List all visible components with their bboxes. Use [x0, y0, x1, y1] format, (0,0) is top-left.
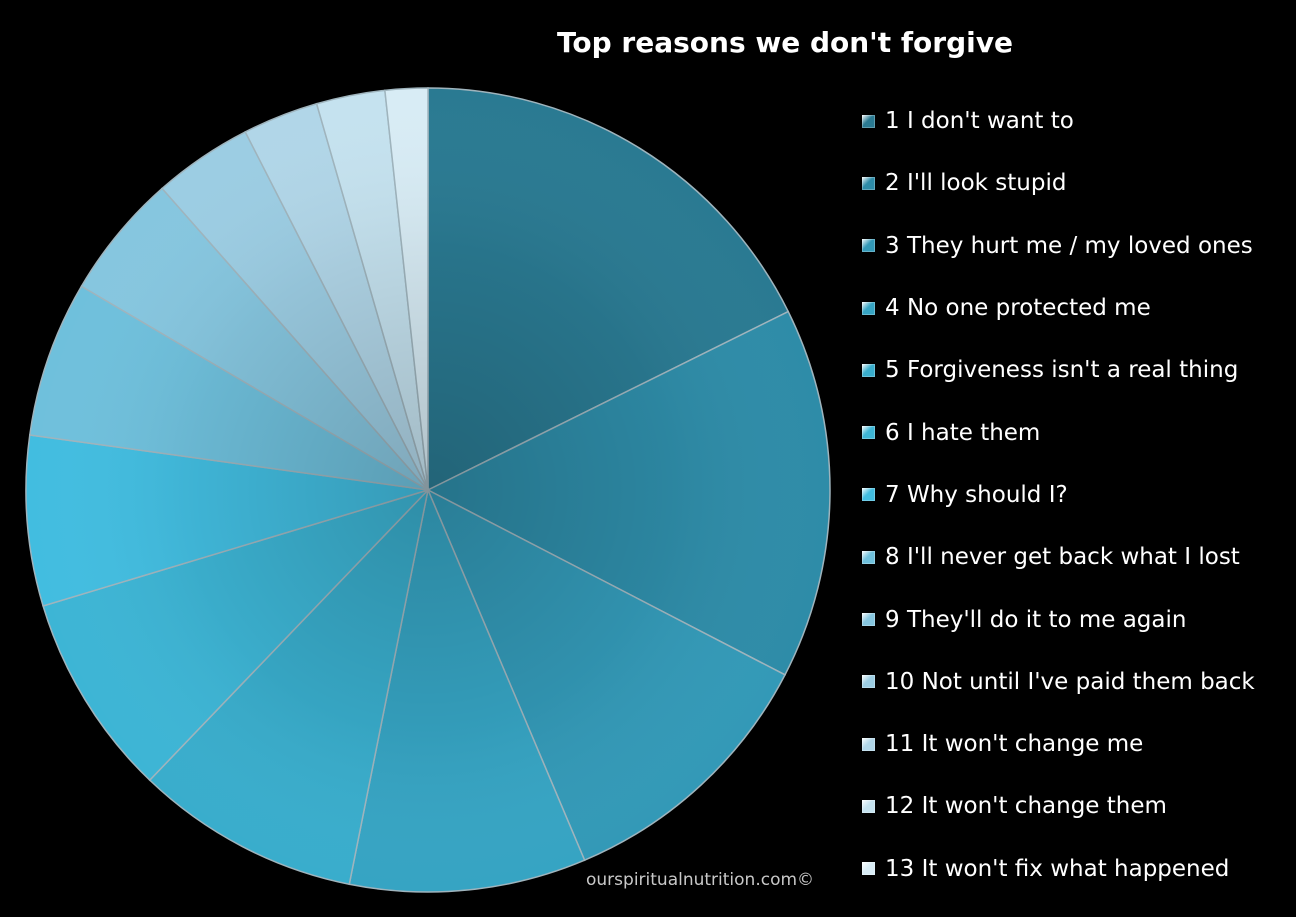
- legend-label: 8 I'll never get back what I lost: [885, 544, 1240, 571]
- legend-label: 12 It won't change them: [885, 793, 1167, 820]
- legend-item: 6 I hate them: [862, 401, 1292, 463]
- legend-swatch: [862, 363, 875, 377]
- legend-item: 5 Forgiveness isn't a real thing: [862, 339, 1292, 401]
- legend-item: 2 I'll look stupid: [862, 152, 1292, 214]
- legend-swatch: [862, 799, 875, 813]
- legend-item: 10 Not until I've paid them back: [862, 651, 1292, 713]
- legend-label: 2 I'll look stupid: [885, 170, 1067, 197]
- legend-label: 1 I don't want to: [885, 108, 1074, 135]
- legend-label: 9 They'll do it to me again: [885, 606, 1187, 633]
- legend-swatch: [862, 675, 875, 689]
- legend-label: 3 They hurt me / my loved ones: [885, 232, 1253, 259]
- legend-swatch: [862, 301, 875, 315]
- legend-label: 6 I hate them: [885, 419, 1041, 446]
- legend-item: 11 It won't change me: [862, 713, 1292, 775]
- legend-label: 11 It won't change me: [885, 731, 1144, 758]
- legend-label: 7 Why should I?: [885, 481, 1068, 508]
- legend-swatch: [862, 426, 875, 440]
- legend-item: 13 It won't fix what happened: [862, 838, 1292, 900]
- legend-item: 4 No one protected me: [862, 277, 1292, 339]
- chart-legend: 1 I don't want to 2 I'll look stupid 3 The…: [862, 90, 1292, 900]
- legend-label: 13 It won't fix what happened: [885, 855, 1230, 882]
- legend-swatch: [862, 613, 875, 627]
- legend-swatch: [862, 737, 875, 751]
- legend-item: 1 I don't want to: [862, 90, 1292, 152]
- legend-swatch: [862, 176, 875, 190]
- legend-item: 3 They hurt me / my loved ones: [862, 215, 1292, 277]
- legend-swatch: [862, 114, 875, 128]
- legend-item: 7 Why should I?: [862, 464, 1292, 526]
- legend-swatch: [862, 862, 875, 876]
- legend-item: 8 I'll never get back what I lost: [862, 526, 1292, 588]
- legend-swatch: [862, 488, 875, 502]
- footer-credit: ourspiritualnutrition.com©: [586, 870, 815, 890]
- legend-item: 12 It won't change them: [862, 775, 1292, 837]
- legend-swatch: [862, 239, 875, 253]
- legend-label: 4 No one protected me: [885, 295, 1151, 322]
- pie-chart: [25, 87, 831, 893]
- legend-label: 5 Forgiveness isn't a real thing: [885, 357, 1239, 384]
- legend-swatch: [862, 550, 875, 564]
- legend-label: 10 Not until I've paid them back: [885, 668, 1255, 695]
- legend-item: 9 They'll do it to me again: [862, 588, 1292, 650]
